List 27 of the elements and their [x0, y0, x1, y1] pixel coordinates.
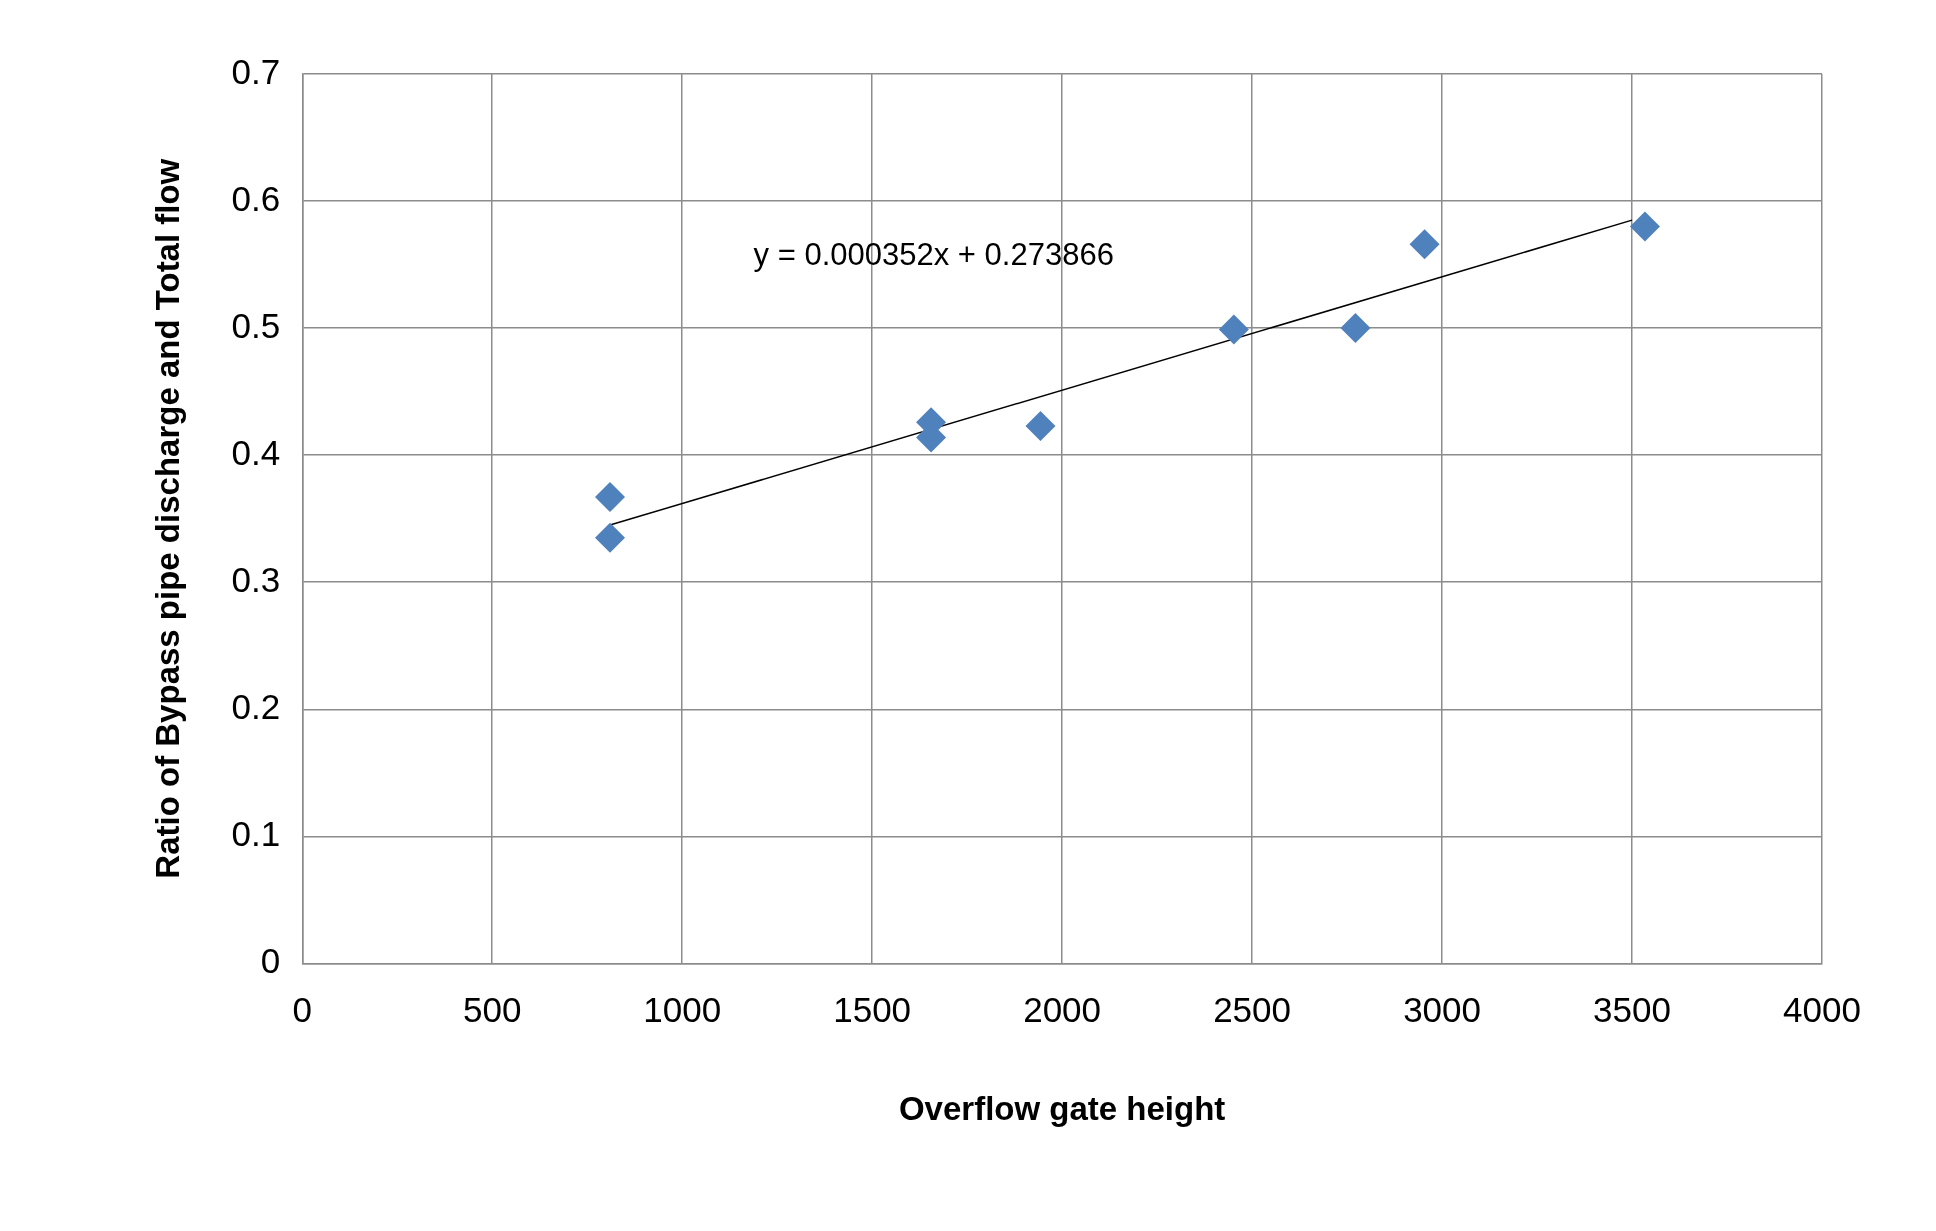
x-tick-label: 3500: [1593, 990, 1671, 1030]
x-tick-label: 1000: [643, 990, 722, 1030]
x-tick-label: 0: [292, 990, 312, 1030]
point: [1409, 229, 1440, 260]
y-tick-label: 0.1: [231, 814, 281, 853]
y-tick-label: 0.7: [231, 51, 281, 91]
x-tick-label: 2000: [1023, 990, 1102, 1030]
annotation: y = 0.000352x + 0.273866: [753, 236, 1114, 272]
point: [1218, 314, 1249, 345]
point: [595, 522, 625, 553]
y-tick-label: 0.3: [231, 559, 281, 599]
x-tick-label: 2500: [1213, 990, 1292, 1030]
point: [1340, 313, 1371, 344]
y-axis-title: Ratio of Bypass pipe discharge and Total flow: [148, 158, 186, 879]
y-tick-label: 0.5: [231, 305, 281, 345]
x-axis-title: Overflow gate height: [898, 1090, 1226, 1128]
point: [595, 482, 625, 513]
y-tick-label: 0.4: [231, 432, 281, 472]
x-tick-label: 1500: [833, 990, 912, 1030]
y-tick-label: 0.6: [231, 178, 281, 218]
x-tick-label: 4000: [1783, 990, 1861, 1030]
point: [1629, 211, 1660, 242]
x-tick-label: 500: [463, 990, 522, 1030]
y-tick-label: 0.2: [231, 686, 281, 726]
point: [1025, 410, 1056, 441]
y-tick-label: 0: [260, 941, 281, 981]
x-tick-label: 3000: [1403, 990, 1481, 1030]
